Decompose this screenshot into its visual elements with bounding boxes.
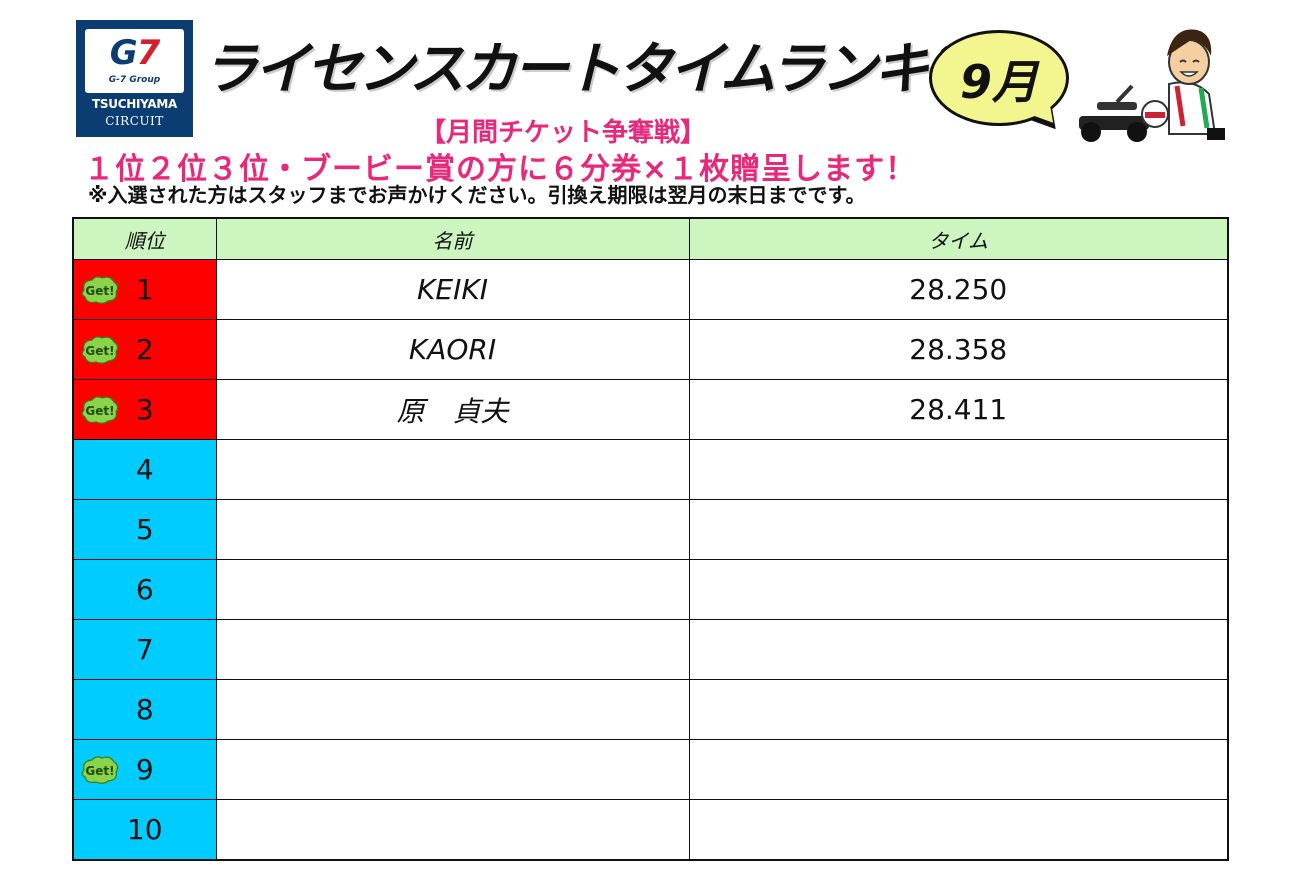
name-cell: 原 貞夫 bbox=[215, 379, 690, 440]
rank-cell-content: Get! 1 bbox=[74, 260, 216, 319]
get-badge-text: Get! bbox=[85, 284, 114, 298]
name-cell bbox=[215, 619, 690, 680]
time-cell: 28.358 bbox=[688, 319, 1229, 380]
get-badge-text: Get! bbox=[85, 344, 114, 358]
ranking-table: 順位 名前 タイム Get! 1 KEIKI 28.250 Get! 2 KAORI 28.3… bbox=[72, 217, 1229, 861]
table-row: Get! 3 原 貞夫 28.411 bbox=[72, 379, 1229, 440]
rank-number: 2 bbox=[135, 333, 154, 366]
name-cell: KEIKI bbox=[215, 259, 690, 320]
rank-cell-content: Get! 9 bbox=[74, 740, 216, 799]
name-cell bbox=[215, 439, 690, 500]
column-header-time: タイム bbox=[688, 217, 1229, 260]
rank-cell: 7 bbox=[72, 619, 217, 680]
rank-cell-content: 10 bbox=[74, 800, 216, 859]
rank-cell-content: 7 bbox=[74, 620, 216, 679]
rank-cell: 8 bbox=[72, 679, 217, 740]
rank-number: 10 bbox=[126, 813, 163, 846]
rank-cell-content: 5 bbox=[74, 500, 216, 559]
rank-number: 9 bbox=[135, 753, 154, 786]
table-row: 10 bbox=[72, 799, 1229, 861]
rank-cell-content: Get! 2 bbox=[74, 320, 216, 379]
get-badge-icon: Get! bbox=[81, 335, 119, 364]
ranking-table-body: Get! 1 KEIKI 28.250 Get! 2 KAORI 28.358 Get! 3 原 貞… bbox=[72, 259, 1229, 861]
name-cell bbox=[215, 499, 690, 560]
time-cell bbox=[688, 619, 1229, 680]
table-row: Get! 2 KAORI 28.358 bbox=[72, 319, 1229, 380]
rank-number: 4 bbox=[135, 453, 154, 486]
time-cell: 28.250 bbox=[688, 259, 1229, 320]
table-header-row: 順位 名前 タイム bbox=[72, 217, 1229, 260]
tsuchiyama-circuit-logo: G7 G-7 Group TSUCHIYAMA CIRCUIT bbox=[76, 20, 193, 137]
time-cell bbox=[688, 799, 1229, 861]
rank-cell: 6 bbox=[72, 559, 217, 620]
table-row: 5 bbox=[72, 499, 1229, 560]
campaign-subtitle: 【月間チケット争奪戦】 bbox=[420, 118, 707, 148]
table-row: 8 bbox=[72, 679, 1229, 740]
time-cell bbox=[688, 559, 1229, 620]
get-badge-text: Get! bbox=[85, 764, 114, 778]
get-badge-icon: Get! bbox=[81, 395, 119, 424]
logo-group: G-7 Group bbox=[108, 75, 161, 85]
rank-cell-content: 6 bbox=[74, 560, 216, 619]
table-row: 6 bbox=[72, 559, 1229, 620]
rank-cell: 10 bbox=[72, 799, 217, 861]
kart-driver-mascot-icon bbox=[1079, 29, 1225, 142]
name-cell bbox=[215, 799, 690, 861]
page-title: ライセンスカートタイムランキング bbox=[202, 37, 1031, 102]
column-header-name: 名前 bbox=[215, 217, 690, 260]
table-row: 7 bbox=[72, 619, 1229, 680]
name-cell: KAORI bbox=[215, 319, 690, 380]
get-badge-icon: Get! bbox=[81, 275, 119, 304]
rank-cell: Get! 9 bbox=[72, 739, 217, 800]
time-cell bbox=[688, 679, 1229, 740]
rank-number: 1 bbox=[135, 273, 154, 306]
rank-cell-content: 4 bbox=[74, 440, 216, 499]
month-label: 9月 bbox=[959, 55, 1038, 109]
get-badge-text: Get! bbox=[85, 404, 114, 418]
rank-cell: 4 bbox=[72, 439, 217, 500]
claim-note: ※入選された方はスタッフまでお声かけください。引換え期限は翌月の末日までです。 bbox=[88, 183, 866, 207]
time-cell bbox=[688, 739, 1229, 800]
time-cell: 28.411 bbox=[688, 379, 1229, 440]
name-cell bbox=[215, 679, 690, 740]
rank-cell: Get! 2 bbox=[72, 319, 217, 380]
column-header-rank: 順位 bbox=[72, 217, 217, 260]
name-cell bbox=[215, 559, 690, 620]
logo-brand: G7 bbox=[109, 33, 161, 73]
logo-name-line2: CIRCUIT bbox=[105, 114, 164, 128]
rank-cell: Get! 3 bbox=[72, 379, 217, 440]
rank-number: 3 bbox=[135, 393, 154, 426]
rank-cell: 5 bbox=[72, 499, 217, 560]
rank-number: 5 bbox=[135, 513, 154, 546]
prize-notice: １位２位３位・ブービー賞の方に６分券×１枚贈呈します！ bbox=[84, 152, 917, 187]
rank-cell-content: 8 bbox=[74, 680, 216, 739]
table-row: 4 bbox=[72, 439, 1229, 500]
rank-number: 8 bbox=[135, 693, 154, 726]
rank-cell-content: Get! 3 bbox=[74, 380, 216, 439]
rank-number: 7 bbox=[135, 633, 154, 666]
rank-number: 6 bbox=[135, 573, 154, 606]
logo-badge: G7 G-7 Group bbox=[85, 29, 184, 93]
time-cell bbox=[688, 439, 1229, 500]
logo-name-line1: TSUCHIYAMA bbox=[92, 97, 177, 111]
month-speech-bubble bbox=[929, 30, 1069, 126]
table-row: Get! 1 KEIKI 28.250 bbox=[72, 259, 1229, 320]
name-cell bbox=[215, 739, 690, 800]
get-badge-icon: Get! bbox=[81, 755, 119, 784]
time-cell bbox=[688, 499, 1229, 560]
rank-cell: Get! 1 bbox=[72, 259, 217, 320]
table-row: Get! 9 bbox=[72, 739, 1229, 800]
